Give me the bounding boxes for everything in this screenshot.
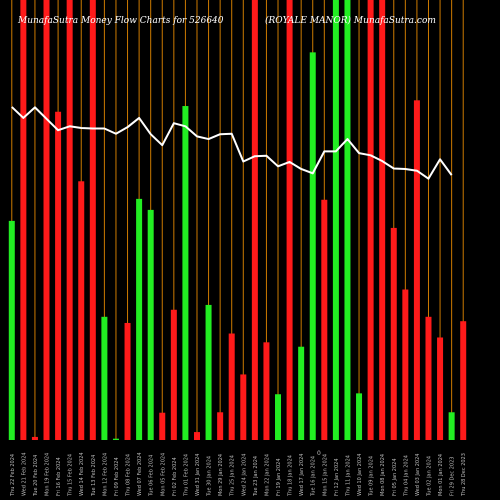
bar-up — [298, 346, 305, 440]
bar-down — [66, 0, 73, 440]
x-tick-label: Wed 21 Feb 2024 — [21, 452, 27, 496]
bar-down — [402, 289, 409, 440]
bar-down — [460, 321, 467, 440]
bar-up — [136, 198, 143, 440]
x-tick-label: Wed 03 Jan 2024 — [415, 454, 421, 496]
x-tick-label: Wed 24 Jan 2024 — [241, 454, 247, 496]
axis-zero-marker: 0 — [317, 450, 321, 457]
x-tick-label: Mon 22 Jan 2024 — [264, 454, 270, 496]
bar-down — [78, 181, 85, 440]
bar-down — [437, 337, 444, 440]
bar-down — [240, 374, 247, 440]
bar-down — [286, 0, 293, 440]
x-tick-label: Fri 29 Dec 2023 — [450, 457, 456, 497]
bar-down — [217, 412, 224, 440]
x-tick-label: Tue 02 Jan 2024 — [426, 456, 432, 497]
bar-up — [205, 304, 212, 440]
bar-up — [275, 394, 282, 440]
x-tick-label: Thu 25 Jan 2024 — [230, 455, 236, 497]
bar-up — [448, 412, 455, 440]
x-tick-label: Fri 02 Feb 2024 — [172, 457, 178, 496]
chart-title-right: (ROYALE MANOR) MunafaSutra.com — [265, 15, 436, 26]
bar-series — [8, 0, 467, 441]
x-tick-label: Fri 16 Feb 2024 — [56, 457, 62, 496]
bar-down — [89, 0, 96, 440]
x-tick-label: Fri 12 Jan 2024 — [334, 458, 340, 496]
x-tick-label: Thu 01 Feb 2024 — [183, 454, 189, 497]
x-tick-label: Mon 08 Jan 2024 — [380, 454, 386, 496]
x-tick-label: Thu 22 Feb 2024 — [10, 454, 16, 497]
chart-title-left: MunafaSutra Money Flow Charts for 526640 — [17, 16, 224, 26]
x-tick-label: Tue 23 Jan 2024 — [253, 456, 259, 497]
x-tick-label: Wed 07 Feb 2024 — [137, 452, 143, 496]
x-tick-label: Wed 14 Feb 2024 — [79, 452, 85, 496]
bar-down — [251, 0, 258, 440]
x-tick-label: Fri 09 Feb 2024 — [114, 457, 120, 496]
bar-down — [55, 111, 62, 440]
x-tick-label: Thu 08 Feb 2024 — [126, 454, 132, 497]
x-tick-label: Tue 30 Jan 2024 — [207, 456, 213, 497]
bar-up — [112, 438, 119, 440]
bar-down — [43, 0, 50, 440]
bar-down — [20, 0, 27, 440]
bar-down — [390, 227, 397, 440]
bar-down — [159, 412, 166, 440]
bar-up — [8, 220, 15, 440]
x-tick-label: Thu 28 Dec 2023 — [461, 453, 467, 497]
x-tick-label: Mon 29 Jan 2024 — [218, 454, 224, 496]
x-tick-label: Fri 05 Jan 2024 — [392, 458, 398, 496]
x-tick-labels: Thu 22 Feb 2024 Wed 21 Feb 2024 Tue 20 Feb… — [10, 452, 467, 497]
bar-up — [356, 393, 363, 440]
bar-up — [344, 0, 351, 440]
bar-down — [31, 436, 38, 440]
bar-up — [332, 0, 339, 440]
x-tick-label: Tue 13 Feb 2024 — [91, 455, 97, 497]
bar-down — [321, 199, 328, 440]
bar-down — [228, 333, 235, 440]
bar-down — [124, 322, 131, 440]
x-tick-label: Fri 19 Jan 2024 — [276, 458, 282, 496]
x-tick-label: Mon 12 Feb 2024 — [102, 453, 108, 496]
x-tick-label: Thu 18 Jan 2024 — [288, 455, 294, 497]
x-tick-label: Tue 09 Jan 2024 — [369, 456, 375, 497]
bar-down — [367, 0, 374, 440]
bar-up — [147, 209, 154, 440]
bar-down — [425, 316, 432, 440]
x-tick-label: Mon 01 Jan 2024 — [438, 454, 444, 496]
x-tick-label: Wed 10 Jan 2024 — [357, 454, 363, 496]
bar-down — [263, 342, 270, 440]
x-tick-label: Wed 17 Jan 2024 — [299, 454, 305, 496]
bar-down — [170, 309, 177, 440]
x-tick-label: Thu 04 Jan 2024 — [403, 455, 409, 497]
bar-up — [182, 106, 189, 440]
x-tick-label: Mon 05 Feb 2024 — [160, 453, 166, 496]
x-tick-label: Mon 19 Feb 2024 — [45, 453, 51, 496]
x-tick-label: Thu 15 Feb 2024 — [68, 454, 74, 497]
x-tick-label: Tue 16 Jan 2024 — [311, 456, 317, 497]
bar-down — [379, 0, 386, 440]
money-flow-line — [11, 106, 453, 180]
bar-up — [101, 316, 108, 440]
bar-down — [413, 100, 420, 440]
x-tick-label: Tue 06 Feb 2024 — [149, 455, 155, 497]
bar-down — [193, 432, 200, 440]
bar-up — [309, 52, 316, 441]
x-tick-label: Thu 11 Jan 2024 — [345, 455, 351, 497]
x-tick-label: Tue 20 Feb 2024 — [33, 455, 39, 497]
x-tick-label: Wed 31 Jan 2024 — [195, 454, 201, 496]
x-tick-label: Mon 15 Jan 2024 — [322, 454, 328, 496]
